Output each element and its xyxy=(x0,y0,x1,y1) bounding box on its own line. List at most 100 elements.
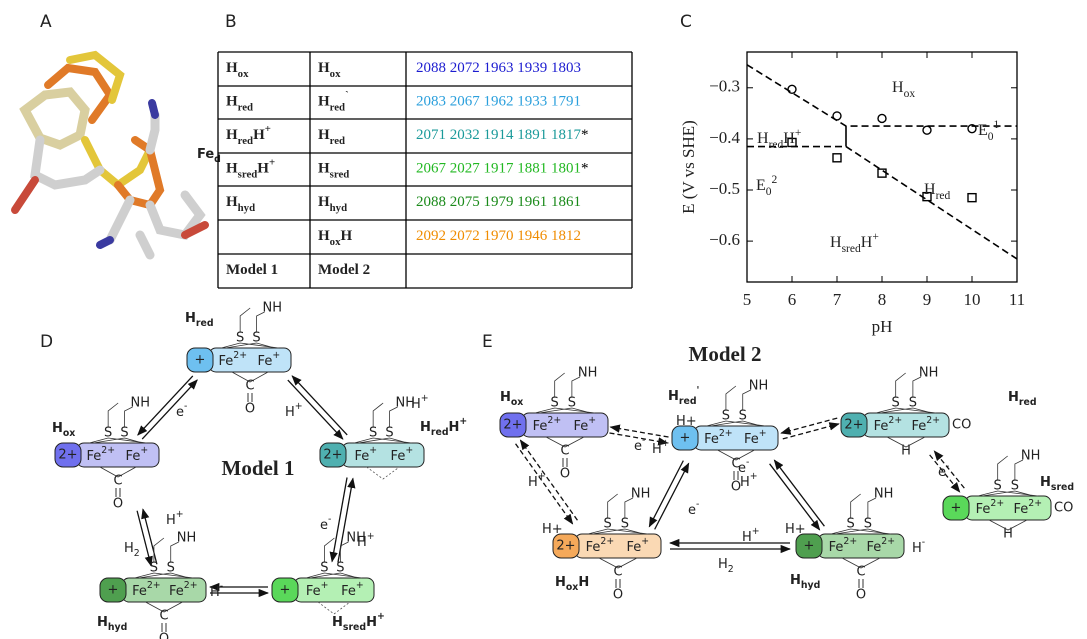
text-part: + xyxy=(176,509,184,520)
text-part: red xyxy=(431,427,449,438)
text-part: - xyxy=(946,461,949,472)
iron-label: Fe2+ xyxy=(829,536,858,555)
data-point xyxy=(922,125,932,135)
sulfur: S xyxy=(551,396,559,411)
text-part: H xyxy=(318,228,330,244)
frequencies: 2092 2072 1970 1946 1812 xyxy=(416,228,581,244)
sulfur: S xyxy=(739,409,747,424)
text-part: Fe xyxy=(169,584,184,599)
text-part: sred xyxy=(343,622,366,633)
sulfur: S xyxy=(369,426,377,441)
text-part: - xyxy=(746,457,749,468)
iron-label: Fe2+ xyxy=(912,415,941,434)
cofactor-bonds xyxy=(587,493,649,535)
amine: NH xyxy=(396,396,416,411)
carbonyl: CO xyxy=(1054,501,1073,516)
annotation: Hox xyxy=(892,79,915,100)
x-tick-label: 11 xyxy=(1009,290,1025,309)
data-point xyxy=(877,168,887,178)
iron-label: Fe+ xyxy=(391,445,414,464)
charge-badge xyxy=(186,347,214,373)
bridge: C xyxy=(560,444,569,459)
bridge: C xyxy=(731,457,740,472)
text-part: Fe xyxy=(306,584,321,599)
bridge-bonds xyxy=(231,371,269,383)
reaction-label: e- xyxy=(738,457,749,476)
sulfur: S xyxy=(385,426,393,441)
amine: NH xyxy=(631,487,651,502)
text-part: ox xyxy=(511,397,523,408)
text-part: 2+ xyxy=(843,536,857,547)
iron-label: Fe2+ xyxy=(87,445,116,464)
cofactor-bonds xyxy=(977,455,1039,497)
text-part: + xyxy=(872,231,879,243)
charge: 2+ xyxy=(503,418,522,433)
text-part: red xyxy=(769,139,784,151)
text-part: H xyxy=(861,234,873,251)
reaction-arrow xyxy=(782,422,840,440)
model-title: Model 1 xyxy=(222,456,295,480)
text-part: 2+ xyxy=(1028,498,1042,509)
frequencies: 2088 2072 1963 1939 1803 xyxy=(416,60,581,76)
proton-label: H+ xyxy=(542,522,563,537)
data-point xyxy=(832,153,842,163)
iron-label: Fe+ xyxy=(354,445,377,464)
sulfur: S xyxy=(252,331,260,346)
text-part: H xyxy=(757,130,769,147)
sulfur: S xyxy=(621,517,629,532)
reaction-arrow xyxy=(519,439,578,521)
proton-label: H+ xyxy=(357,531,375,550)
model-title: Model 2 xyxy=(689,342,762,366)
text-part: H xyxy=(740,475,750,490)
reaction-arrow xyxy=(329,477,348,563)
bridge: C xyxy=(159,609,168,624)
text-part: Fe xyxy=(867,540,882,555)
sulfur: S xyxy=(909,396,917,411)
bridge-bonds xyxy=(366,466,400,480)
text-part: + xyxy=(367,531,375,542)
cofactor-bonds xyxy=(875,372,937,414)
y-tick-label: −0.4 xyxy=(709,128,740,147)
text-part: H xyxy=(318,60,330,76)
amine: NH xyxy=(874,487,894,502)
state-name: Hred xyxy=(185,311,214,330)
oxygen: O xyxy=(613,588,623,603)
reaction-label: H+ xyxy=(166,509,184,528)
text-part: H xyxy=(528,475,538,490)
charge: 2+ xyxy=(58,448,77,463)
bridge-bonds xyxy=(545,436,585,448)
text-part: H xyxy=(340,228,352,244)
text-part: 2+ xyxy=(926,415,940,426)
bridge: H xyxy=(1003,527,1013,542)
reaction-arrow xyxy=(515,443,574,525)
iron-label: Fe2+ xyxy=(219,350,248,369)
text-part: - xyxy=(184,401,187,412)
text-part: e xyxy=(320,518,328,533)
text-part: + xyxy=(356,580,364,591)
text-part: Fe xyxy=(704,432,719,447)
state-name: HredH+ xyxy=(420,416,467,438)
text-part: Fe xyxy=(976,502,991,517)
text-part: E xyxy=(978,122,988,139)
reaction-label: H2 xyxy=(124,541,140,560)
text-part: red xyxy=(238,102,253,114)
table-cell: HoxH xyxy=(318,228,352,248)
iron-label: Fe2+ xyxy=(1014,498,1043,517)
text-part: H xyxy=(578,575,589,590)
panel-label: A xyxy=(40,12,52,32)
text-part: hyd xyxy=(108,622,127,633)
text-part: + xyxy=(662,438,670,449)
text-part: hyd xyxy=(238,202,255,214)
table-cell: Hsred xyxy=(318,161,349,181)
molecule xyxy=(11,50,209,260)
amine: NH xyxy=(263,301,283,316)
sulfur: S xyxy=(167,561,175,576)
text-part: + xyxy=(538,471,546,482)
bridge-bonds xyxy=(598,557,638,569)
sulfur: S xyxy=(892,396,900,411)
iron-label: Fe+ xyxy=(258,350,281,369)
text-part: sred xyxy=(330,169,350,181)
sulfur: S xyxy=(994,479,1002,494)
charge-badge xyxy=(942,495,970,521)
